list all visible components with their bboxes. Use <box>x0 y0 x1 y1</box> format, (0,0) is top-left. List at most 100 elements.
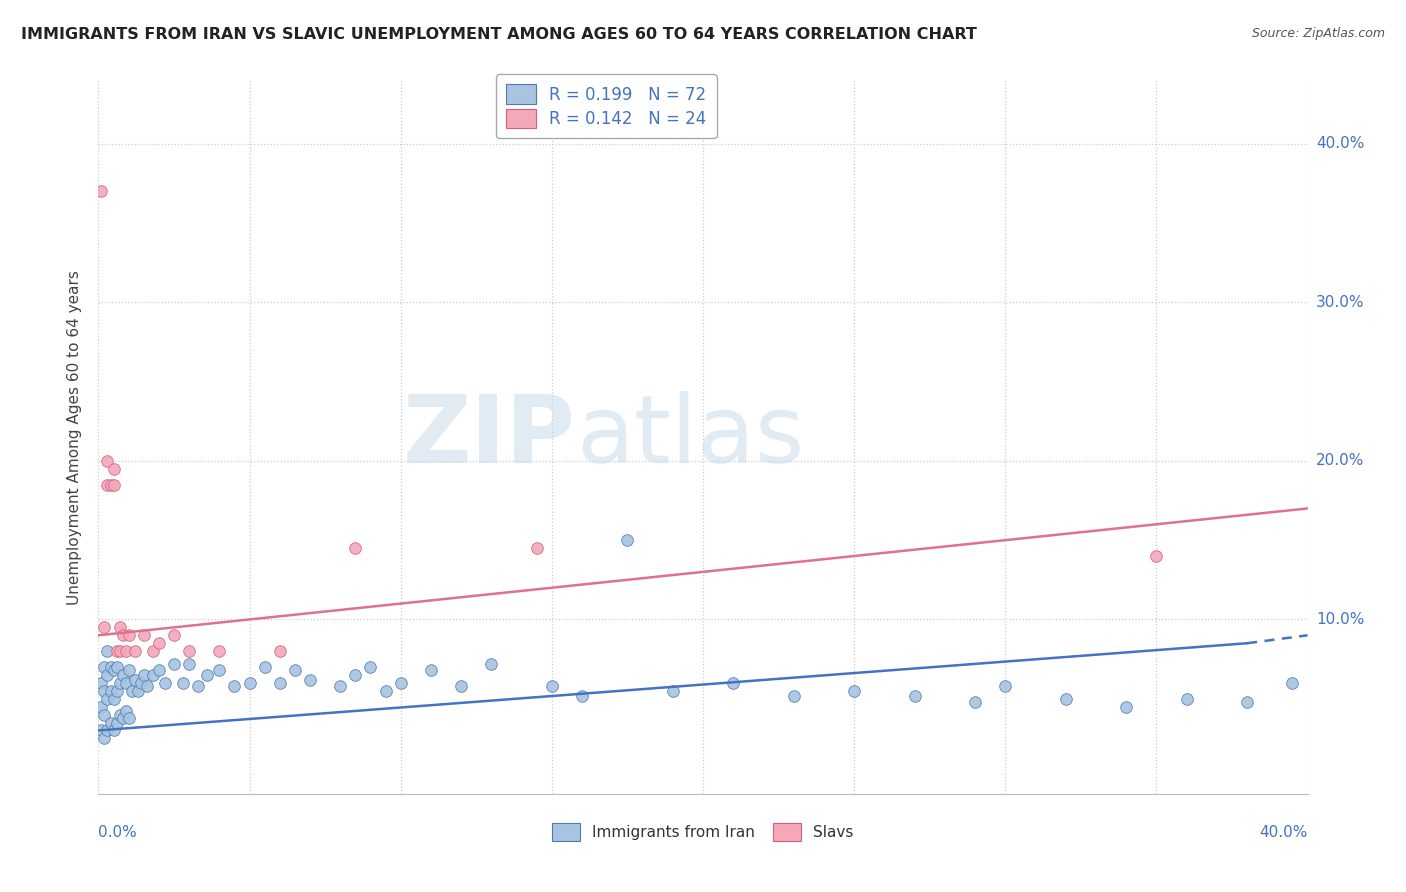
Point <box>360 660 382 674</box>
Point <box>269 644 291 658</box>
Text: 10.0%: 10.0% <box>1316 612 1364 627</box>
Point <box>616 533 638 548</box>
Point <box>96 691 118 706</box>
Point <box>284 663 307 677</box>
Point <box>103 663 125 677</box>
Point <box>96 723 118 738</box>
Point <box>124 644 146 658</box>
Point <box>96 644 118 658</box>
Text: Source: ZipAtlas.com: Source: ZipAtlas.com <box>1251 27 1385 40</box>
Point <box>108 620 131 634</box>
Point <box>450 679 472 693</box>
Point <box>224 679 246 693</box>
Point <box>129 676 152 690</box>
Point <box>389 676 412 690</box>
Point <box>105 683 128 698</box>
Y-axis label: Unemployment Among Ages 60 to 64 years: Unemployment Among Ages 60 to 64 years <box>67 269 83 605</box>
Point <box>103 691 125 706</box>
Point <box>904 689 927 703</box>
Point <box>111 628 134 642</box>
Text: atlas: atlas <box>576 391 804 483</box>
Point <box>208 663 231 677</box>
Text: 30.0%: 30.0% <box>1316 294 1364 310</box>
Point <box>118 628 141 642</box>
Legend: Immigrants from Iran, Slavs: Immigrants from Iran, Slavs <box>547 817 859 847</box>
Point <box>783 689 806 703</box>
Point <box>142 644 165 658</box>
Point <box>965 695 987 709</box>
Point <box>344 668 367 682</box>
Point <box>127 683 149 698</box>
Point <box>132 668 155 682</box>
Point <box>93 683 115 698</box>
Point <box>148 663 170 677</box>
Point <box>571 689 593 703</box>
Point <box>114 705 136 719</box>
Point <box>723 676 745 690</box>
Point <box>108 644 131 658</box>
Point <box>124 673 146 687</box>
Text: IMMIGRANTS FROM IRAN VS SLAVIC UNEMPLOYMENT AMONG AGES 60 TO 64 YEARS CORRELATIO: IMMIGRANTS FROM IRAN VS SLAVIC UNEMPLOYM… <box>21 27 977 42</box>
Point <box>329 679 352 693</box>
Point <box>994 679 1017 693</box>
Point <box>114 644 136 658</box>
Point <box>172 676 194 690</box>
Point <box>118 711 141 725</box>
Point <box>111 668 134 682</box>
Point <box>103 723 125 738</box>
Point <box>187 679 209 693</box>
Text: 40.0%: 40.0% <box>1316 136 1364 152</box>
Point <box>111 711 134 725</box>
Point <box>90 184 112 198</box>
Point <box>208 644 231 658</box>
Point <box>93 731 115 746</box>
Point <box>100 477 122 491</box>
Point <box>114 676 136 690</box>
Text: 0.0%: 0.0% <box>98 825 138 839</box>
Point <box>253 660 276 674</box>
Point <box>1175 691 1198 706</box>
Point <box>96 454 118 468</box>
Point <box>93 660 115 674</box>
Point <box>100 660 122 674</box>
Point <box>108 707 131 722</box>
Point <box>179 657 201 671</box>
Point <box>105 644 128 658</box>
Point <box>239 676 262 690</box>
Point <box>163 657 186 671</box>
Text: 40.0%: 40.0% <box>1260 825 1308 839</box>
Point <box>540 679 562 693</box>
Point <box>163 628 186 642</box>
Point <box>1281 676 1303 690</box>
Point <box>108 676 131 690</box>
Point <box>93 620 115 634</box>
Point <box>132 628 155 642</box>
Point <box>344 541 367 555</box>
Point <box>420 663 443 677</box>
Text: 20.0%: 20.0% <box>1316 453 1364 468</box>
Point <box>121 683 143 698</box>
Point <box>299 673 322 687</box>
Point <box>105 715 128 730</box>
Point <box>96 477 118 491</box>
Point <box>135 679 157 693</box>
Text: ZIP: ZIP <box>404 391 576 483</box>
Point <box>1236 695 1258 709</box>
Point <box>269 676 291 690</box>
Point <box>103 477 125 491</box>
Point <box>844 683 866 698</box>
Point <box>96 668 118 682</box>
Point <box>1144 549 1167 563</box>
Point <box>100 715 122 730</box>
Point <box>148 636 170 650</box>
Point <box>481 657 503 671</box>
Point <box>153 676 176 690</box>
Point <box>105 660 128 674</box>
Point <box>1054 691 1077 706</box>
Point <box>90 676 112 690</box>
Point <box>93 707 115 722</box>
Point <box>374 683 396 698</box>
Point <box>179 644 201 658</box>
Point <box>90 699 112 714</box>
Point <box>195 668 218 682</box>
